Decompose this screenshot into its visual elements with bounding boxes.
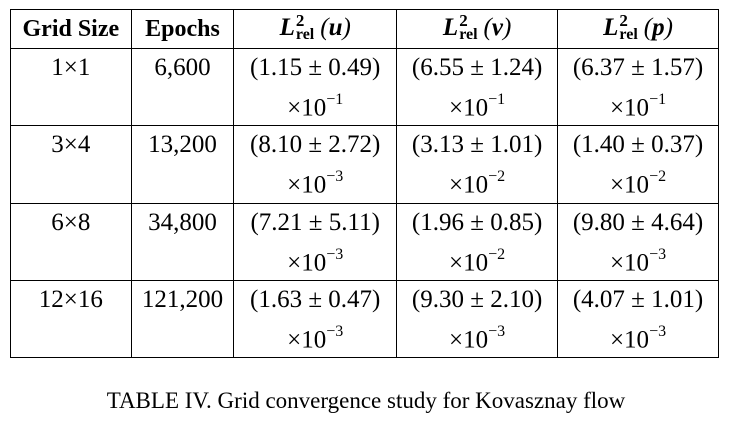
cell-epochs: 13,200 (130, 125, 235, 204)
header-l2-rel-p: L 2 rel (p) (557, 9, 719, 49)
cell-error-v: (3.13 ± 1.01) ×10−2 (396, 125, 559, 204)
cell-grid-size: 12×16 (10, 279, 132, 359)
header-epochs: Epochs (130, 9, 235, 49)
table-row: 6×8 34,800 (7.21 ± 5.11) ×10−3 (1.96 ± 0.… (10, 202, 719, 281)
table-header-row: Grid Size Epochs L 2 rel (u) L 2 rel (v) L 2 rel… (10, 9, 719, 49)
cell-error-v: (6.55 ± 1.24) ×10−1 (396, 47, 559, 127)
table-row: 3×4 13,200 (8.10 ± 2.72) ×10−3 (3.13 ± 1.… (10, 125, 719, 204)
cell-grid-size: 1×1 (10, 47, 132, 127)
cell-error-u: (1.63 ± 0.47) ×10−3 (233, 279, 398, 359)
cell-error-u: (1.15 ± 0.49) ×10−1 (233, 47, 398, 127)
header-grid-size: Grid Size (10, 9, 132, 49)
table-row: 1×1 6,600 (1.15 ± 0.49) ×10−1 (6.55 ± 1.2… (10, 47, 719, 127)
cell-grid-size: 3×4 (10, 125, 132, 204)
cell-grid-size: 6×8 (10, 202, 132, 281)
cell-error-u: (7.21 ± 5.11) ×10−3 (233, 202, 398, 281)
cell-error-u: (8.10 ± 2.72) ×10−3 (233, 125, 398, 204)
header-l2-rel-v: L 2 rel (v) (396, 9, 559, 49)
table-row: 12×16 121,200 (1.63 ± 0.47) ×10−3 (9.30 ±… (10, 279, 719, 359)
cell-epochs: 34,800 (130, 202, 235, 281)
cell-error-p: (9.80 ± 4.64) ×10−3 (557, 202, 719, 281)
cell-epochs: 6,600 (130, 47, 235, 127)
cell-error-v: (1.96 ± 0.85) ×10−2 (396, 202, 559, 281)
header-l2-rel-u: L 2 rel (u) (233, 9, 398, 49)
cell-error-p: (4.07 ± 1.01) ×10−3 (557, 279, 719, 359)
table-caption: TABLE IV. Grid convergence study for Kov… (106, 388, 626, 413)
grid-convergence-table: Grid Size Epochs L 2 rel (u) L 2 rel (v) L 2 rel… (10, 9, 719, 359)
cell-error-p: (6.37 ± 1.57) ×10−1 (557, 47, 719, 127)
cell-error-p: (1.40 ± 0.37) ×10−2 (557, 125, 719, 204)
cell-error-v: (9.30 ± 2.10) ×10−3 (396, 279, 559, 359)
cell-epochs: 121,200 (130, 279, 235, 359)
